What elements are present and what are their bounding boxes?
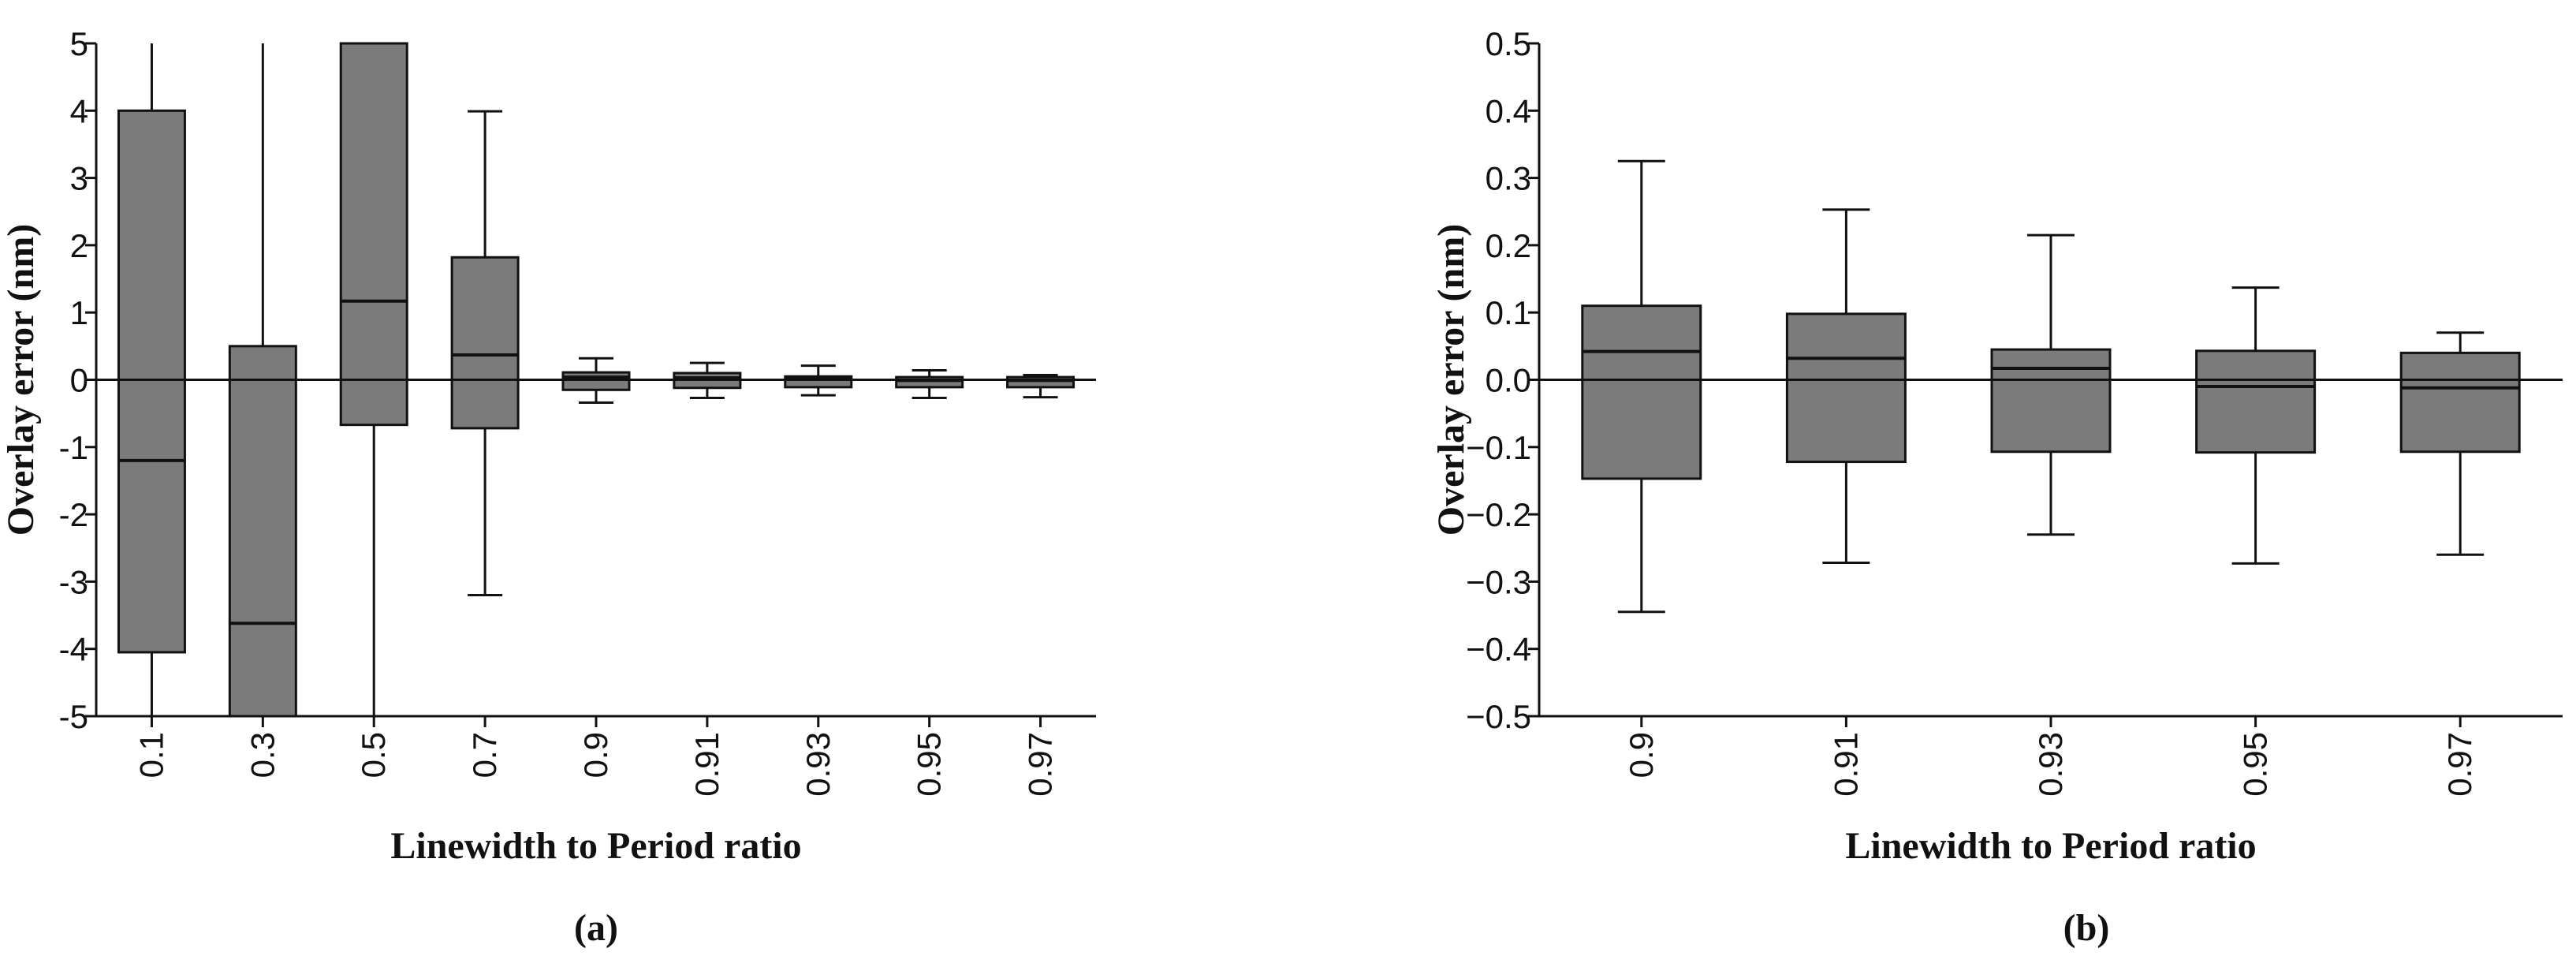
- x-tick-label: 0.7: [466, 732, 503, 778]
- y-tick-label: −0.5: [1466, 698, 1531, 735]
- x-axis-title: Linewidth to Period ratio: [1845, 825, 2256, 867]
- iqr-box: [561, 371, 631, 391]
- y-tick-label: -4: [59, 631, 88, 668]
- x-tick-label: 0.91: [688, 732, 725, 797]
- panel-b: 0.5 0.4 0.3 0.2 0.1 0.0 −0.1 −0.2 −0.3 −0.4 −0.5 0.…: [1430, 25, 2563, 949]
- x-tick-label: 0.95: [2237, 732, 2274, 797]
- x-axis-title: Linewidth to Period ratio: [390, 825, 801, 867]
- iqr-box: [450, 256, 520, 430]
- iqr-box: [2399, 351, 2521, 454]
- y-tick-label: 0.3: [1486, 160, 1531, 197]
- x-tick-label: 0.9: [577, 732, 614, 778]
- x-tick-label: 0.93: [800, 732, 837, 797]
- iqr-box: [228, 345, 297, 718]
- box-0.9: [1581, 159, 1702, 614]
- iqr-box: [2195, 349, 2317, 454]
- y-tick-label: 5: [70, 25, 88, 62]
- x-tick-label: 0.91: [1827, 732, 1864, 797]
- box-0.5: [339, 42, 408, 716]
- y-tick-label: 4: [70, 92, 88, 129]
- y-tick-label: -2: [59, 496, 88, 533]
- y-tick-label: 0.4: [1486, 92, 1531, 129]
- y-tick-label: 3: [70, 160, 88, 197]
- y-tick-label: 2: [70, 227, 88, 264]
- box-0.93: [1990, 233, 2112, 536]
- y-tick-label: −0.4: [1466, 631, 1531, 668]
- y-tick-label: −0.2: [1466, 496, 1531, 533]
- y-tick-label: 0.0: [1486, 362, 1531, 399]
- iqr-box: [1581, 304, 1702, 480]
- y-tick-label: 0.5: [1486, 25, 1531, 62]
- iqr-box: [117, 109, 186, 654]
- y-tick-label: 0: [70, 362, 88, 399]
- x-tick-label: 0.95: [911, 732, 948, 797]
- y-tick-label: 0.1: [1486, 294, 1531, 331]
- x-tick-label: 0.97: [1022, 732, 1059, 797]
- y-tick-label: 0.2: [1486, 227, 1531, 264]
- x-tick-label: 0.9: [1623, 732, 1660, 778]
- box-0.9: [561, 357, 631, 405]
- box-0.95: [895, 369, 964, 400]
- box-0.3: [228, 43, 297, 718]
- iqr-box: [1990, 348, 2112, 454]
- y-tick-label: −0.1: [1466, 429, 1531, 466]
- box-0.97: [1006, 374, 1076, 399]
- box-0.97: [2399, 331, 2521, 556]
- y-tick-label: -3: [59, 563, 88, 600]
- y-tick-label: 1: [70, 294, 88, 331]
- panel-label: (a): [574, 907, 618, 949]
- y-tick-label: −0.3: [1466, 563, 1531, 600]
- y-tick-label: -1: [59, 429, 88, 466]
- y-tick-label: -5: [59, 698, 88, 735]
- x-tick-label: 0.97: [2441, 732, 2478, 797]
- box-0.91: [1785, 208, 1907, 565]
- x-tick-label: 0.5: [355, 732, 392, 778]
- x-tick-label: 0.3: [244, 732, 281, 778]
- box-0.1: [117, 43, 186, 716]
- panel-a: 5 4 3 2 1 0 -1 -2 -3 -4 -5 0.1 0.3 0.5 0.7 0.9 0.91 0.93 0…: [0, 25, 1096, 949]
- iqr-box: [1785, 312, 1907, 464]
- y-axis-title: Overlay error (nm): [0, 224, 42, 536]
- box-0.95: [2195, 286, 2317, 565]
- x-tick-label: 0.1: [132, 732, 170, 778]
- box-0.7: [450, 110, 520, 596]
- box-0.93: [784, 364, 853, 397]
- iqr-box: [339, 42, 408, 427]
- x-tick-label: 0.93: [2032, 732, 2069, 797]
- panel-label: (b): [2063, 907, 2110, 949]
- y-axis-title: Overlay error (nm): [1430, 224, 1472, 536]
